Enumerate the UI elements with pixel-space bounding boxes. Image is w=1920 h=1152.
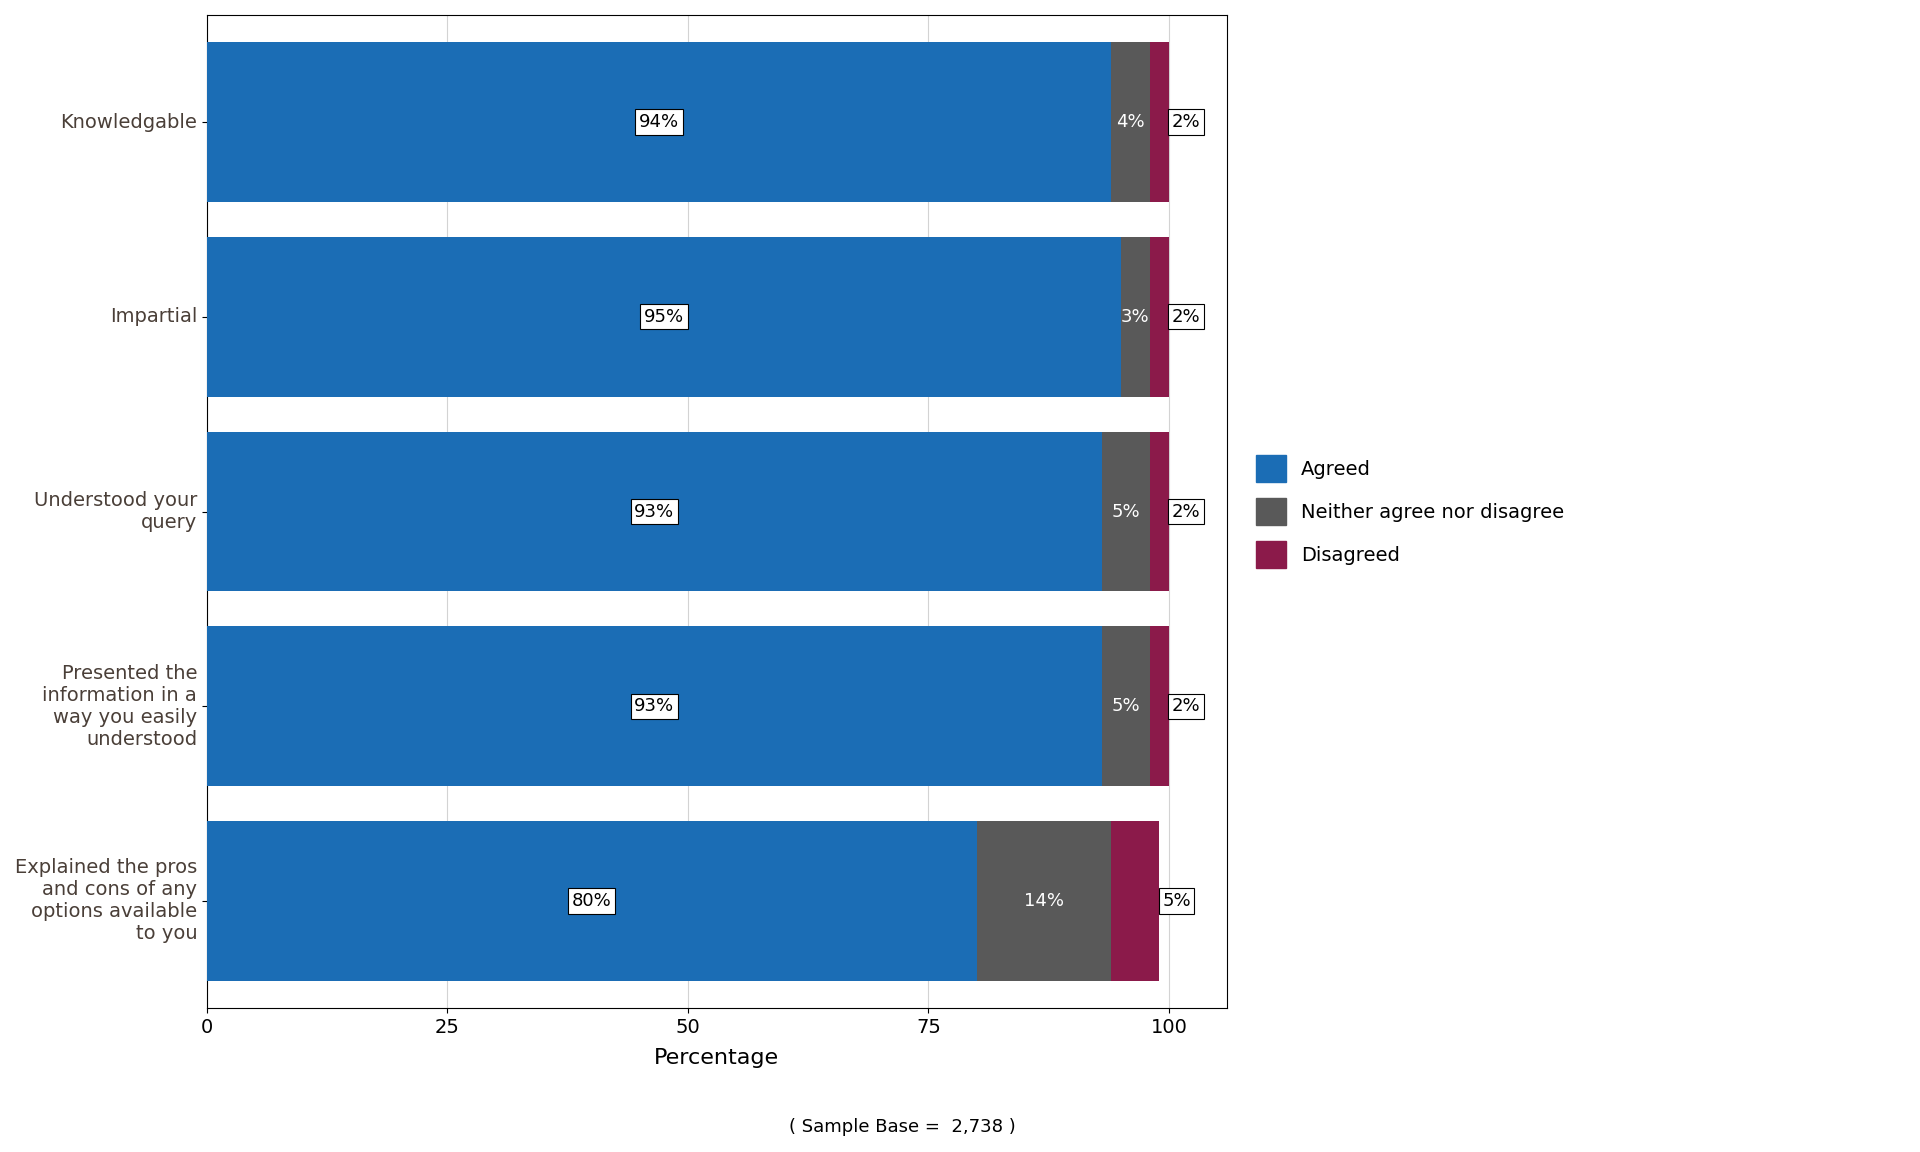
Bar [1150,627,1169,786]
Text: ( Sample Base =  2,738 ): ( Sample Base = 2,738 ) [789,1117,1016,1136]
Text: 93%: 93% [634,502,674,521]
Bar [207,237,1121,396]
Text: 94%: 94% [639,113,680,131]
Text: 3%: 3% [1121,308,1150,326]
Text: 14%: 14% [1023,892,1064,910]
Text: 93%: 93% [634,697,674,715]
Bar [207,627,1102,786]
Text: 5%: 5% [1162,892,1190,910]
Bar [1150,432,1169,591]
Bar [1121,237,1150,396]
Text: 2%: 2% [1171,697,1200,715]
Bar [1102,627,1150,786]
Text: 4%: 4% [1116,113,1144,131]
Bar [207,821,977,980]
Text: 2%: 2% [1171,113,1200,131]
Text: 80%: 80% [572,892,612,910]
Bar [1112,43,1150,202]
Bar [207,432,1102,591]
Bar [1112,821,1160,980]
Legend: Agreed, Neither agree nor disagree, Disagreed: Agreed, Neither agree nor disagree, Disa… [1246,445,1574,578]
Bar [977,821,1112,980]
Bar [1150,237,1169,396]
Text: 5%: 5% [1112,502,1140,521]
Bar [1150,43,1169,202]
Bar [1102,432,1150,591]
Bar [207,43,1112,202]
Text: 95%: 95% [643,308,684,326]
X-axis label: Percentage: Percentage [655,1048,780,1068]
Text: 2%: 2% [1171,308,1200,326]
Text: 5%: 5% [1112,697,1140,715]
Text: 2%: 2% [1171,502,1200,521]
